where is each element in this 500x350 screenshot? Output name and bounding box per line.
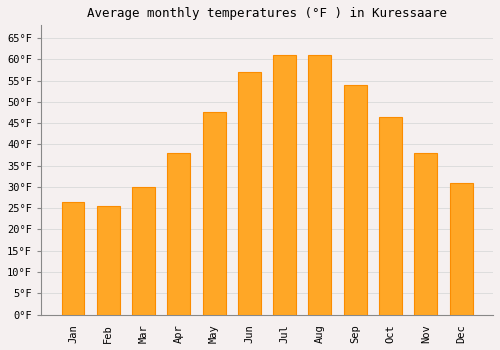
Bar: [344, 85, 366, 315]
Bar: [168, 153, 190, 315]
Title: Average monthly temperatures (°F ) in Kuressaare: Average monthly temperatures (°F ) in Ku…: [87, 7, 447, 20]
Bar: [97, 206, 120, 315]
Bar: [414, 153, 437, 315]
Bar: [308, 55, 332, 315]
Bar: [62, 202, 84, 315]
Bar: [379, 117, 402, 315]
Bar: [132, 187, 155, 315]
Bar: [450, 183, 472, 315]
Bar: [273, 55, 296, 315]
Bar: [238, 72, 261, 315]
Bar: [202, 112, 226, 315]
